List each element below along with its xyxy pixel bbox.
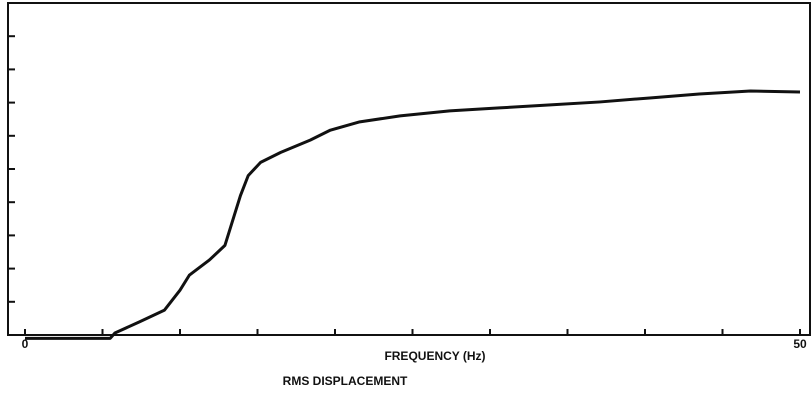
data-line: [25, 89, 801, 340]
x-tick-label: 0: [22, 337, 29, 351]
x-tick-label: 50: [793, 337, 807, 351]
chart-title: RMS DISPLACEMENT: [283, 374, 408, 388]
x-axis-label: FREQUENCY (Hz): [384, 349, 485, 363]
plot-frame: [7, 2, 811, 336]
